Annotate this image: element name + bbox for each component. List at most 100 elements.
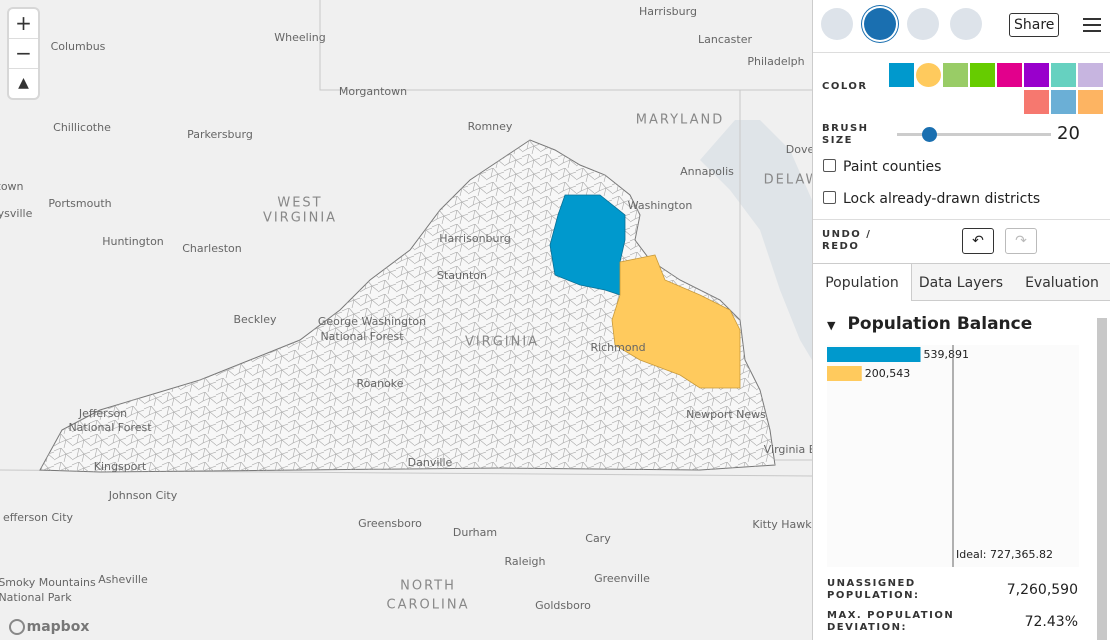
map-label: Harrisonburg [439, 232, 511, 245]
slider-thumb[interactable] [922, 127, 937, 142]
tab[interactable]: Evaluation [1025, 275, 1099, 291]
map-label: Annapolis [680, 165, 734, 178]
map-label: Washington [628, 199, 693, 212]
map-label: Goldsboro [535, 599, 591, 612]
map-label: Roanoke [356, 377, 403, 390]
map-label: Newport News [686, 408, 766, 421]
map-labels: Columbus Wheeling Harrisburg Lancaster Phila… [0, 5, 812, 613]
toolbar: Share [813, 0, 1110, 53]
stat-label: MAX. POPULATION DEVIATION: [827, 610, 955, 633]
district-1[interactable] [549, 194, 626, 296]
checkbox-label: Paint counties [843, 159, 942, 175]
map-label: Virginia B [764, 443, 812, 456]
color-swatch[interactable] [1051, 90, 1076, 114]
scrollbar[interactable] [1097, 318, 1107, 640]
map-label: Charleston [182, 242, 242, 255]
map-label: Asheville [98, 573, 148, 586]
color-swatch[interactable] [1024, 90, 1049, 114]
map-label: Morgantown [339, 85, 407, 98]
map-label: Greensboro [358, 517, 422, 530]
color-label: COLOR [822, 81, 868, 92]
ideal-label: Ideal: 727,365.82 [956, 548, 1053, 561]
menu-button[interactable] [1083, 18, 1101, 36]
section-heading[interactable]: ▼ Population Balance [827, 314, 1033, 334]
map-label: Raleigh [505, 555, 546, 568]
map-label: Staunton [437, 269, 487, 282]
map[interactable]: Columbus Wheeling Harrisburg Lancaster Phila… [0, 0, 812, 640]
brush-tool[interactable] [864, 8, 896, 40]
color-swatch[interactable] [1078, 90, 1103, 114]
swatches [887, 62, 1103, 116]
map-label: efferson City [3, 511, 74, 524]
color-swatch[interactable] [1051, 63, 1076, 87]
map-label: Philadelph [747, 55, 804, 68]
bar-label: 539,891 [924, 348, 970, 361]
section-title: Population Balance [847, 314, 1033, 334]
zoom-control: + − ▲ [9, 9, 38, 98]
color-swatch[interactable] [889, 63, 914, 87]
eraser-tool[interactable] [907, 8, 939, 40]
color-swatch[interactable] [943, 63, 968, 87]
map-label: National Forest [320, 330, 404, 343]
map-label: Parkersburg [187, 128, 253, 141]
map-label: Jefferson [78, 407, 127, 420]
pan-tool[interactable] [821, 8, 853, 40]
map-label: CAROLINA [387, 598, 470, 613]
color-swatch[interactable] [1078, 63, 1103, 87]
tab[interactable]: Population [813, 264, 912, 301]
zoom-in[interactable]: + [9, 9, 38, 39]
map-label: MARYLAND [636, 113, 724, 128]
district-2[interactable] [611, 254, 741, 389]
map-label: Columbus [51, 40, 106, 53]
stat-label: UNASSIGNED POPULATION: [827, 578, 920, 601]
map-label: Richmond [590, 341, 645, 354]
bar-label: 200,543 [865, 367, 911, 380]
map-label: Durham [453, 526, 497, 539]
brush-slider[interactable] [897, 133, 1051, 136]
checkbox-row[interactable]: Paint counties [823, 159, 941, 175]
map-label: Danville [408, 456, 453, 469]
map-label: VIRGINIA [465, 335, 539, 350]
tabs: Population Data Layers Evaluation [813, 263, 1110, 301]
share-button[interactable]: Share [1009, 13, 1060, 37]
zoom-out[interactable]: − [9, 39, 38, 69]
map-label: town [0, 180, 24, 193]
water [700, 120, 812, 360]
redo-button[interactable]: ↷ [1005, 228, 1037, 254]
map-label: Dove [786, 143, 812, 156]
map-label: Romney [468, 120, 513, 133]
brush-size: 20 [1057, 123, 1080, 144]
sidebar: Share COLOR BRUSH SIZE 20 Paint counties… [812, 0, 1110, 640]
map-label: VIRGINIA [263, 211, 337, 226]
map-label: Portsmouth [48, 197, 111, 210]
map-label: Beckley [233, 313, 277, 326]
undo-redo-label: UNDO / REDO [822, 229, 872, 252]
map-label: George Washington [318, 315, 426, 328]
undo-button[interactable]: ↶ [962, 228, 994, 254]
color-swatch[interactable] [997, 63, 1022, 87]
map-label: Greenville [594, 572, 650, 585]
color-swatch[interactable] [970, 63, 995, 87]
population-bar [827, 347, 921, 362]
checkbox-label: Lock already-drawn districts [843, 191, 1041, 207]
attribution: mapbox [27, 619, 90, 635]
map-label: National Forest [68, 421, 152, 434]
map-label: Huntington [102, 235, 164, 248]
map-label: Cary [585, 532, 611, 545]
inspect-tool[interactable] [950, 8, 982, 40]
brush-label: BRUSH SIZE [822, 123, 869, 146]
map-label: National Park [0, 591, 72, 604]
compass[interactable]: ▲ [18, 75, 29, 91]
map-label: NORTH [400, 579, 456, 594]
color-swatch[interactable] [916, 63, 941, 87]
population-chart: 539,891 200,543 Ideal: 727,365.82 [827, 345, 1079, 567]
color-swatch[interactable] [1024, 63, 1049, 87]
map-label: Chillicothe [53, 121, 111, 134]
mapbox-logo [9, 619, 25, 635]
map-label: Lancaster [698, 33, 752, 46]
checkbox-row[interactable]: Lock already-drawn districts [823, 191, 1040, 207]
stat-value: 72.43% [1024, 614, 1078, 630]
tab[interactable]: Data Layers [918, 275, 1004, 291]
